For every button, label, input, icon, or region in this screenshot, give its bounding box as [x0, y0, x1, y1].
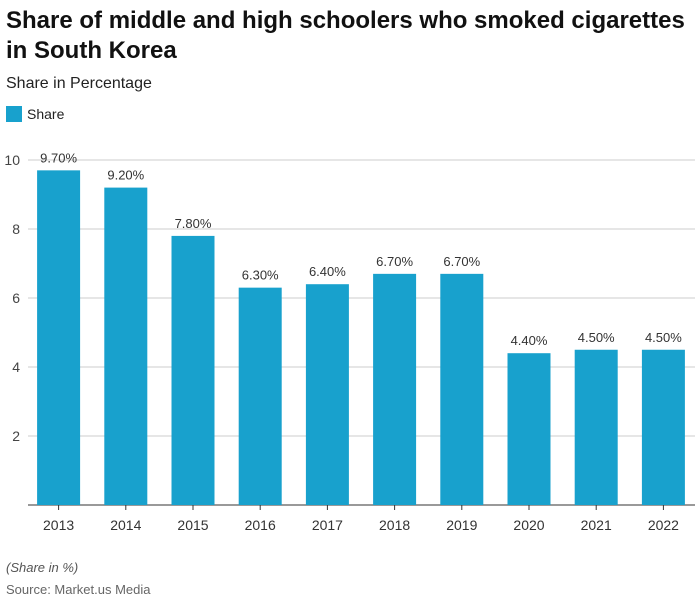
- data-label: 9.20%: [107, 168, 144, 183]
- legend: Share: [6, 106, 64, 122]
- x-tick-label: 2022: [648, 517, 679, 533]
- bar-chart: 2 4 6 8 10 9.70% 2013 9.20% 2014 7.80% 2015 6.30% 20…: [4, 150, 695, 533]
- x-tick-label: 2013: [43, 517, 74, 533]
- x-tick-label: 2017: [312, 517, 343, 533]
- bar: [238, 287, 282, 505]
- y-tick-label: 2: [12, 428, 20, 444]
- chart-note: (Share in %): [6, 560, 79, 575]
- bar: [171, 235, 215, 505]
- data-label: 4.50%: [645, 330, 682, 345]
- x-tick-label: 2014: [110, 517, 141, 533]
- y-tick-label: 8: [12, 221, 20, 237]
- data-label: 6.70%: [443, 254, 480, 269]
- legend-swatch: [6, 106, 22, 122]
- y-tick-label: 6: [12, 290, 20, 306]
- bar: [104, 187, 148, 505]
- x-tick-label: 2019: [446, 517, 477, 533]
- y-tick-label: 10: [4, 152, 20, 168]
- chart-subtitle: Share in Percentage: [6, 75, 152, 92]
- x-tick-label: 2016: [245, 517, 276, 533]
- legend-label: Share: [27, 106, 65, 122]
- data-label: 4.50%: [578, 330, 615, 345]
- bar: [641, 349, 685, 505]
- data-label: 7.80%: [175, 216, 212, 231]
- bar: [507, 353, 551, 505]
- bar: [37, 170, 81, 505]
- data-label: 6.40%: [309, 264, 346, 279]
- data-label: 6.70%: [376, 254, 413, 269]
- x-tick-label: 2021: [581, 517, 612, 533]
- chart-title: Share of middle and high schoolers who s…: [6, 7, 685, 64]
- bar: [440, 273, 484, 505]
- data-label: 4.40%: [511, 333, 548, 348]
- data-label: 9.70%: [40, 150, 77, 165]
- bar: [574, 349, 618, 505]
- x-tick-label: 2015: [177, 517, 208, 533]
- data-label: 6.30%: [242, 268, 279, 283]
- x-tick-label: 2020: [513, 517, 544, 533]
- y-tick-label: 4: [12, 359, 20, 375]
- chart-source: Source: Market.us Media: [6, 582, 151, 597]
- bar: [373, 273, 417, 505]
- bar: [305, 284, 349, 505]
- x-tick-label: 2018: [379, 517, 410, 533]
